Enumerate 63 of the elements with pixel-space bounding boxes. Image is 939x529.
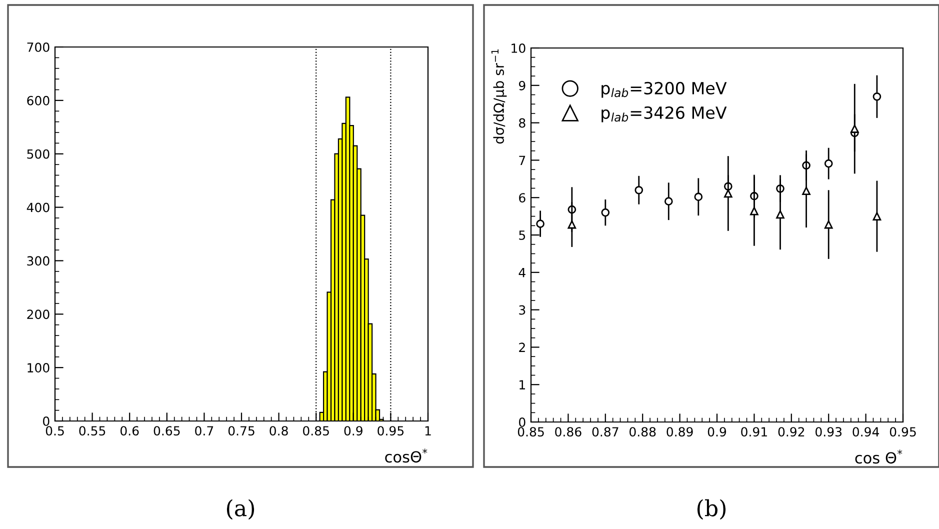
x-tick-label: 0.8 xyxy=(270,426,288,436)
x-tick-label: 0.9 xyxy=(344,426,362,436)
x-tick-label: 1 xyxy=(425,426,431,436)
point xyxy=(824,159,833,168)
legend-label: p$_{lab}$=3426 MeV xyxy=(602,106,727,122)
x-tick-label: 0.92 xyxy=(778,427,804,437)
point xyxy=(850,124,859,133)
point xyxy=(872,92,882,101)
text: (b) xyxy=(697,499,726,520)
x-tick-label: 0.86 xyxy=(555,427,582,437)
y-tick-label: 1 xyxy=(520,380,525,390)
y-tick-label: 9 xyxy=(518,80,526,90)
point xyxy=(568,220,576,229)
point xyxy=(802,186,810,196)
x-tick-label: 0.89 xyxy=(666,427,693,437)
y-tick-label: 400 xyxy=(26,202,50,212)
y-axis-title: dσ/dΩ/μb sr$^{−1}$ xyxy=(491,49,507,144)
x-tick-label: 0.65 xyxy=(154,426,180,436)
x-tick-label: 0.85 xyxy=(303,426,329,436)
y-tick-label: 8 xyxy=(519,118,526,128)
y-tick-label: 6 xyxy=(519,193,526,203)
point xyxy=(664,197,673,206)
point xyxy=(724,189,732,198)
x-tick-label: 0.75 xyxy=(228,426,254,436)
y-tick-label: 7 xyxy=(519,156,526,165)
x-tick-label: 0.7 xyxy=(195,426,214,436)
y-tick-label: 0 xyxy=(519,417,526,427)
legend-label: p$_{lab}$=3200 MeV xyxy=(602,82,727,98)
x-tick-label: 0.85 xyxy=(518,427,544,437)
x-tick-label: 0.93 xyxy=(816,427,842,437)
point xyxy=(824,220,833,229)
y-tick-label: 300 xyxy=(27,256,50,266)
y-tick-label: 0 xyxy=(43,416,50,426)
x-tick-label: 0.94 xyxy=(852,427,880,437)
x-tick-label: 0.87 xyxy=(592,427,618,437)
point xyxy=(872,212,882,220)
x-tick-label: 0.88 xyxy=(630,427,656,437)
point xyxy=(536,220,544,228)
point xyxy=(776,210,784,219)
x-tick-label: 0.95 xyxy=(378,426,404,436)
x-tick-label: 0.95 xyxy=(890,427,916,437)
text: (a) xyxy=(226,499,254,520)
x-tick-label: 0.91 xyxy=(741,427,767,437)
point xyxy=(601,208,610,217)
x-tick-label: 0.6 xyxy=(120,426,139,436)
x-tick-label: 0.55 xyxy=(79,426,106,436)
y-tick-label: 700 xyxy=(27,42,50,52)
x-axis-title: cos Θ$^{*}$ xyxy=(855,450,902,464)
y-tick-label: 600 xyxy=(27,96,50,106)
y-tick-label: 100 xyxy=(28,363,50,372)
y-tick-label: 200 xyxy=(27,310,50,320)
y-tick-label: 5 xyxy=(519,230,526,240)
y-tick-label: 500 xyxy=(27,149,50,159)
y-tick-label: 10 xyxy=(512,43,526,53)
y-tick-label: 4 xyxy=(518,268,526,278)
point xyxy=(694,192,703,202)
x-axis-title: cosΘ$^{*}$ xyxy=(385,448,428,463)
x-tick-label: 0.5 xyxy=(46,426,64,436)
x-tick-label: 0.9 xyxy=(708,427,726,437)
point xyxy=(750,206,758,216)
y-tick-label: 3 xyxy=(519,305,526,315)
y-tick-label: 2 xyxy=(519,342,525,352)
point xyxy=(634,186,644,194)
